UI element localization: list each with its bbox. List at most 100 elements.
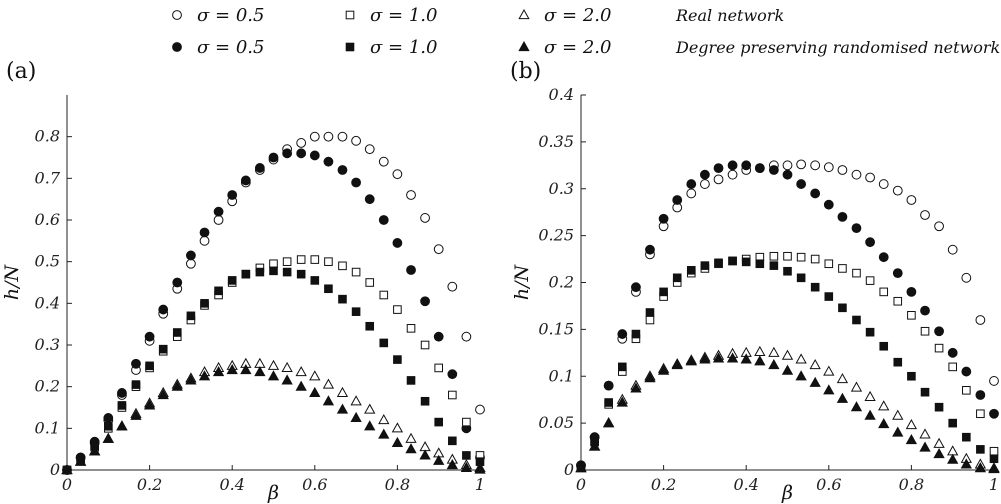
data-point	[267, 370, 280, 381]
data-point	[947, 244, 958, 255]
data-point	[989, 376, 999, 386]
data-point	[961, 366, 972, 377]
legend-marker-square-open	[345, 10, 355, 20]
data-point	[962, 386, 971, 395]
data-point	[282, 148, 293, 159]
data-point	[254, 163, 265, 173]
data-point	[824, 259, 834, 269]
panel-b: (b) 0 0.05 0.1 0.15 0.2 0.25 0.3 0.35 0.4 0 0.2 0.4 0…	[510, 59, 1000, 504]
x-tick-label: 0.2	[651, 475, 676, 494]
y-tick-label: 0	[50, 460, 60, 479]
y-tick-label: 0.15	[538, 319, 574, 338]
data-point	[810, 160, 821, 171]
data-point	[700, 169, 710, 180]
data-point	[104, 421, 113, 431]
data-point	[920, 305, 930, 316]
data-point	[893, 296, 903, 306]
data-point	[713, 174, 724, 185]
data-point	[796, 179, 807, 189]
data-point	[878, 418, 890, 429]
data-point	[199, 235, 210, 246]
data-point	[837, 211, 848, 222]
y-tick-label: 0.2	[549, 273, 574, 292]
data-point	[631, 329, 641, 339]
data-point	[295, 366, 307, 377]
data-point	[393, 355, 402, 364]
data-point	[241, 269, 251, 279]
data-point	[364, 420, 376, 431]
y-tick-label: 0.1	[35, 418, 60, 437]
data-point	[186, 258, 196, 269]
data-point	[700, 179, 710, 189]
data-point	[809, 358, 821, 370]
data-point	[864, 390, 876, 401]
data-point	[433, 244, 444, 255]
data-point	[879, 341, 889, 351]
data-point	[631, 282, 641, 293]
y-axis-label: h/N	[511, 263, 533, 300]
data-point	[296, 269, 306, 279]
data-point	[823, 384, 835, 395]
data-point	[768, 358, 780, 370]
y-tick-label: 0.4	[35, 293, 60, 312]
data-point	[309, 370, 321, 381]
data-point	[158, 344, 168, 354]
data-point	[102, 432, 114, 443]
legend-label: σ = 0.5	[197, 5, 264, 26]
data-point	[240, 363, 252, 375]
data-point	[974, 462, 987, 473]
data-point	[474, 463, 486, 474]
data-point	[186, 311, 196, 321]
data-point	[172, 277, 183, 288]
data-point	[837, 165, 848, 175]
data-point	[74, 455, 87, 466]
data-point	[962, 432, 971, 442]
data-point	[351, 177, 362, 188]
data-point	[434, 363, 443, 373]
data-point	[460, 461, 473, 473]
data-point	[296, 148, 307, 159]
data-point	[364, 403, 376, 414]
data-point	[447, 369, 458, 380]
x-tick-label: 0.4	[219, 475, 244, 494]
x-tick-label: 0.2	[137, 475, 162, 494]
legend-marker-triangle-open	[518, 8, 530, 20]
data-point	[309, 386, 321, 398]
data-point	[658, 213, 669, 224]
data-point	[323, 156, 334, 167]
data-point	[699, 353, 711, 364]
data-point	[171, 380, 183, 391]
data-point	[186, 250, 196, 261]
data-point	[117, 401, 127, 410]
data-point	[796, 159, 807, 170]
data-point	[960, 458, 972, 469]
data-point	[603, 380, 614, 391]
data-point	[295, 380, 307, 391]
data-point	[920, 326, 930, 336]
data-point	[145, 361, 154, 371]
data-point	[851, 169, 862, 180]
series-triangle-filled	[61, 363, 486, 475]
data-point	[989, 408, 999, 419]
data-point	[185, 374, 197, 385]
data-point	[727, 169, 738, 180]
data-point	[338, 261, 347, 271]
data-point	[728, 256, 737, 266]
data-point	[892, 426, 904, 437]
data-point	[769, 261, 779, 270]
data-point	[391, 422, 404, 433]
data-point	[378, 428, 390, 439]
data-point	[322, 395, 335, 406]
data-point	[893, 357, 903, 367]
data-point	[961, 272, 972, 283]
data-point	[338, 294, 347, 304]
legend-marker-circle-filled	[172, 42, 182, 52]
data-point	[447, 281, 458, 292]
y-tick-label: 0.1	[549, 366, 574, 385]
data-point	[324, 257, 333, 266]
legend: σ = 0.5 σ = 1.0 σ = 2.0 Real network σ = 0.5…	[172, 5, 1000, 58]
data-point	[712, 352, 725, 363]
data-point	[364, 144, 375, 155]
data-point	[686, 188, 697, 199]
